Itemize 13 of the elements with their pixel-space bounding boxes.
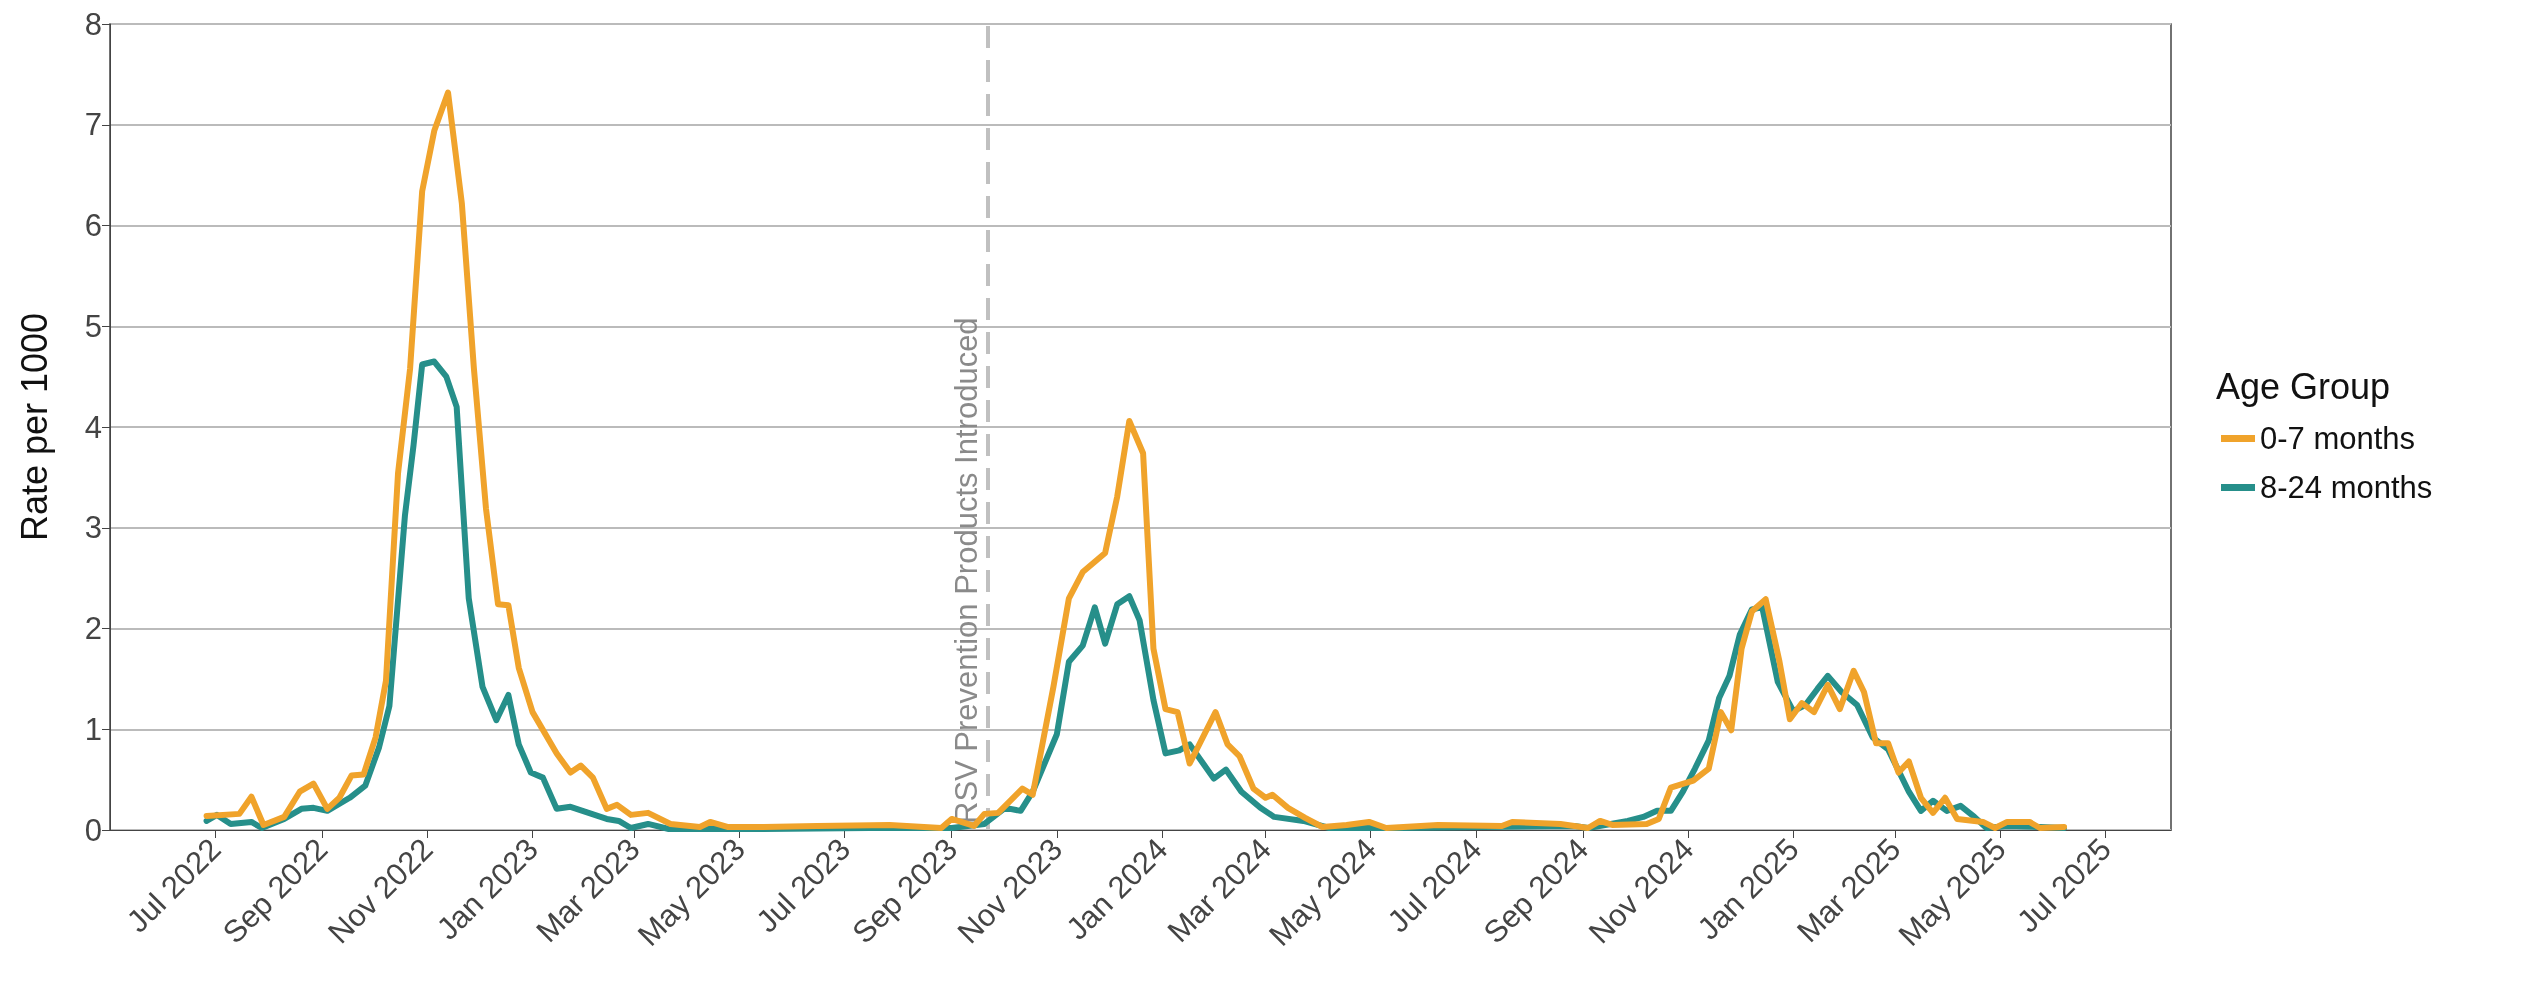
legend-title: Age Group bbox=[2216, 365, 2391, 407]
y-tick-label: 0 bbox=[84, 812, 102, 848]
legend-label: 0-7 months bbox=[2260, 421, 2416, 456]
y-axis-title: Rate per 1000 bbox=[13, 312, 55, 542]
y-tick-label: 5 bbox=[84, 308, 102, 344]
y-tick-label: 2 bbox=[84, 611, 102, 646]
y-tick-label: 6 bbox=[84, 208, 102, 243]
legend-label: 8-24 months bbox=[2260, 470, 2433, 505]
y-tick-label: 1 bbox=[84, 711, 102, 747]
y-tick-label: 8 bbox=[84, 6, 102, 42]
y-tick-label: 3 bbox=[84, 510, 102, 546]
y-tick-label: 4 bbox=[84, 409, 102, 445]
y-tick-label: 7 bbox=[84, 107, 102, 143]
